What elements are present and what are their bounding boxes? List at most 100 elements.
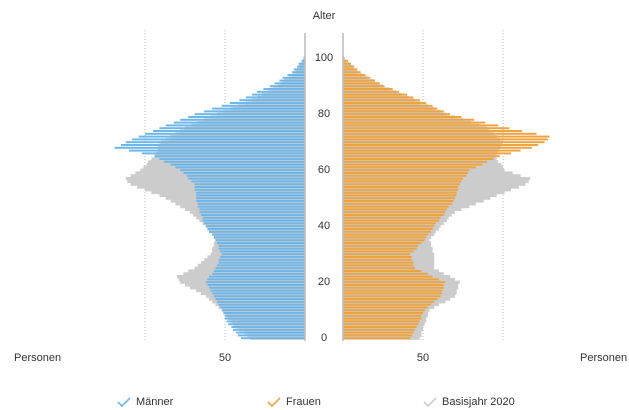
bar (215, 298, 305, 300)
bar (343, 169, 470, 172)
bar (343, 312, 423, 314)
bar (218, 244, 305, 247)
axes: 50 50 0 20 40 60 80 100 (219, 33, 429, 364)
bar (298, 62, 305, 65)
legend-check (423, 397, 437, 408)
bar (343, 127, 510, 130)
bar (218, 303, 305, 306)
bar (231, 326, 305, 328)
bar (343, 233, 428, 236)
bar (229, 102, 305, 104)
bar (343, 93, 407, 96)
bar (343, 337, 411, 340)
bar (221, 253, 305, 256)
bar (207, 284, 305, 286)
bar (205, 225, 305, 228)
legend-check (267, 397, 281, 408)
legend-label: Frauen (286, 396, 321, 408)
bar (343, 177, 463, 180)
bar (343, 166, 476, 169)
bar (303, 57, 305, 60)
bar (215, 267, 305, 270)
bar (343, 174, 467, 177)
bar (343, 208, 447, 211)
bar (218, 258, 305, 261)
bar (343, 85, 385, 88)
bar (343, 328, 415, 331)
bar (343, 160, 487, 163)
bar (343, 289, 443, 292)
bar (228, 323, 305, 326)
bar (343, 144, 539, 146)
bar (343, 300, 435, 303)
bar (279, 79, 305, 82)
bar (236, 331, 305, 334)
y-tick-label: 40 (318, 220, 330, 232)
bar (186, 174, 305, 177)
bar (153, 130, 305, 132)
bar (141, 152, 305, 155)
bar (212, 272, 305, 275)
bar (343, 278, 439, 281)
bar (274, 82, 305, 85)
bar (343, 334, 412, 337)
bar (343, 281, 446, 284)
bar (343, 71, 361, 74)
bar (175, 166, 305, 169)
bar (237, 334, 305, 337)
bar (197, 202, 305, 205)
bar (165, 124, 305, 127)
bar (209, 230, 305, 233)
bar (343, 295, 441, 298)
bar (207, 228, 305, 230)
bar (343, 88, 393, 90)
bar (343, 250, 414, 253)
legend-check (117, 397, 131, 408)
x-axis-title-right: Personen (580, 352, 627, 364)
bar (343, 74, 366, 76)
bar (343, 118, 475, 121)
bar (213, 236, 305, 239)
bar (218, 261, 305, 264)
y-tick-label: 100 (315, 52, 333, 64)
grid (144, 30, 504, 341)
bar (159, 127, 305, 130)
bar (269, 85, 305, 88)
bar (343, 236, 427, 239)
bar (138, 135, 305, 138)
bar (282, 76, 305, 79)
bar (343, 116, 462, 118)
bar (343, 113, 451, 116)
bar (245, 96, 305, 99)
bar (132, 138, 305, 141)
bar (343, 309, 425, 312)
bar (343, 292, 443, 295)
bar (343, 197, 455, 200)
bar (343, 239, 425, 242)
bar (343, 149, 521, 152)
bar (343, 214, 444, 216)
bar (213, 295, 305, 298)
bar (196, 194, 305, 197)
bar (220, 250, 305, 253)
bar (220, 306, 305, 309)
bar (194, 183, 305, 186)
bar (170, 163, 305, 166)
bar (343, 57, 345, 60)
y-tick-label: 0 (321, 332, 327, 344)
bar (180, 169, 305, 172)
bar (343, 155, 500, 158)
bar (343, 253, 411, 256)
bar (205, 281, 305, 284)
bar (343, 211, 446, 214)
bar (217, 264, 305, 267)
bar (201, 214, 305, 216)
bar (343, 216, 441, 219)
bar (343, 225, 435, 228)
bar (225, 314, 305, 317)
bar (252, 93, 305, 96)
bar (210, 289, 305, 292)
bar (343, 180, 462, 183)
bar (343, 65, 355, 68)
bar (287, 74, 305, 76)
